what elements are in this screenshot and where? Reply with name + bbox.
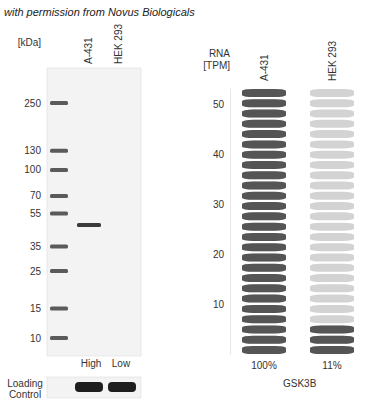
svg-text:11%: 11% — [322, 360, 341, 371]
svg-text:100%: 100% — [251, 360, 277, 371]
svg-text:with permission from Novus Bio: with permission from Novus Biologicals — [4, 6, 195, 18]
svg-text:HEK 293: HEK 293 — [327, 41, 338, 81]
svg-text:35: 35 — [30, 241, 42, 252]
svg-text:20: 20 — [213, 249, 225, 260]
svg-text:RNA: RNA — [209, 48, 230, 59]
svg-text:[TPM]: [TPM] — [203, 60, 230, 71]
svg-text:40: 40 — [213, 149, 225, 160]
svg-text:10: 10 — [213, 299, 225, 310]
svg-text:GSK3B: GSK3B — [283, 378, 317, 389]
svg-text:250: 250 — [24, 98, 41, 109]
svg-text:10: 10 — [30, 333, 42, 344]
svg-text:HEK 293: HEK 293 — [113, 24, 124, 64]
svg-text:25: 25 — [30, 266, 42, 277]
svg-text:50: 50 — [213, 99, 225, 110]
svg-text:130: 130 — [24, 145, 41, 156]
svg-text:30: 30 — [213, 199, 225, 210]
svg-text:70: 70 — [30, 190, 42, 201]
svg-text:[kDa]: [kDa] — [18, 37, 42, 48]
svg-text:A-431: A-431 — [83, 37, 94, 64]
svg-text:Low: Low — [112, 358, 131, 369]
svg-text:15: 15 — [30, 303, 42, 314]
svg-text:100: 100 — [24, 164, 41, 175]
svg-text:Control: Control — [9, 389, 41, 400]
svg-text:Loading: Loading — [7, 378, 43, 389]
svg-text:A-431: A-431 — [259, 54, 270, 81]
svg-text:High: High — [81, 358, 102, 369]
svg-text:55: 55 — [30, 208, 42, 219]
